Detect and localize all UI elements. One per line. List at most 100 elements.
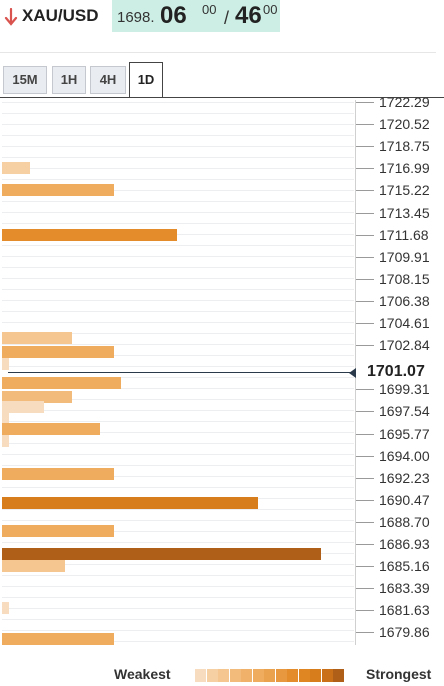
axis-tick-label: 1679.86 (379, 624, 430, 641)
grid-line (2, 300, 354, 301)
grid-line (2, 641, 354, 642)
grid-line (2, 619, 354, 620)
tab-15m[interactable]: 15M (3, 66, 47, 94)
grid-line (2, 168, 354, 169)
grid-line (2, 399, 354, 400)
axis-tick (356, 477, 374, 479)
axis-tick-label: 1699.31 (379, 381, 430, 398)
price-quote: 1698. 06 00 / 46 00 (112, 0, 280, 32)
grid-line (2, 410, 354, 411)
grid-line (2, 630, 354, 631)
axis-tick (356, 610, 374, 612)
grid-line (2, 278, 354, 279)
confluence-bar (2, 228, 177, 241)
grid-line (2, 190, 354, 191)
grid-line (2, 432, 354, 433)
grid-line (2, 465, 354, 466)
strength-legend: Weakest Strongest (0, 660, 444, 686)
legend-swatch (321, 669, 333, 682)
axis-tick (356, 566, 374, 568)
legend-swatch (264, 669, 275, 682)
legend-swatch (229, 669, 241, 682)
axis-tick-label: 1695.77 (379, 425, 430, 442)
axis-tick-label: 1706.38 (379, 292, 430, 309)
axis-tick (356, 234, 374, 236)
grid-line (2, 135, 354, 136)
axis-tick-label: 1702.84 (379, 337, 430, 354)
axis-tick (356, 323, 374, 324)
legend-swatch (195, 669, 206, 682)
legend-weakest-label: Weakest (114, 666, 171, 682)
confluence-bar (2, 497, 258, 510)
quote-separator: / (224, 8, 230, 28)
grid-line (2, 311, 354, 312)
grid-line (2, 212, 354, 213)
axis-tick (356, 455, 374, 457)
confluence-bar (2, 633, 114, 646)
axis-tick-label: 1709.91 (379, 248, 430, 265)
grid-line (2, 421, 354, 422)
tab-1h[interactable]: 1H (52, 66, 86, 94)
axis-tick (356, 300, 374, 302)
axis-tick-label: 1683.39 (379, 580, 430, 597)
legend-swatch (252, 669, 264, 682)
tab-4h[interactable]: 4H (90, 66, 126, 94)
axis-tick (356, 146, 374, 148)
grid-line (2, 322, 354, 323)
grid-line (2, 564, 354, 565)
confluence-bar (2, 390, 72, 403)
axis-tick (356, 212, 374, 214)
legend-swatch (218, 669, 229, 682)
axis-tick (356, 102, 374, 103)
instrument-header: XAU/USD 1698. 06 00 / 46 00 (0, 0, 444, 40)
grid-line (2, 201, 354, 202)
axis-tick (356, 190, 374, 192)
axis-tick (356, 389, 374, 391)
legend-swatch (241, 669, 252, 682)
axis-tick-label: 1688.70 (379, 513, 430, 530)
axis-tick-label: 1686.93 (379, 536, 430, 552)
grid-line (2, 344, 354, 345)
axis-tick-label: 1697.54 (379, 403, 430, 420)
grid-line (2, 509, 354, 510)
grid-line (2, 597, 354, 598)
axis-tick (356, 168, 374, 170)
legend-swatch (206, 669, 218, 682)
ask-fraction: 00 (263, 2, 278, 17)
tab-1d[interactable]: 1D (129, 62, 163, 98)
instrument-symbol: XAU/USD (22, 6, 99, 25)
axis-tick (356, 433, 374, 435)
axis-tick-label: 1694.00 (379, 447, 430, 464)
axis-tick (356, 632, 374, 634)
grid-line (2, 146, 354, 147)
grid-line (2, 520, 354, 521)
axis-tick-label: 1722.29 (379, 94, 430, 110)
grid-line (2, 223, 354, 224)
axis-tick (356, 521, 374, 523)
confluence-bar (2, 377, 121, 390)
confluence-chart: 1701.07 1722.29 1720.52 1718.75 1716.99 1715… (0, 94, 444, 648)
axis-tick (356, 278, 374, 280)
axis-tick (356, 256, 374, 258)
axis-tick-label: 1704.61 (379, 315, 430, 331)
confluence-bar (2, 345, 114, 358)
confluence-bar (2, 602, 9, 615)
grid-line (2, 157, 354, 158)
grid-line (2, 377, 354, 378)
axis-tick-label: 1692.23 (379, 469, 430, 486)
axis-tick-label: 1685.16 (379, 558, 430, 575)
grid-line (2, 355, 354, 356)
grid-line (2, 366, 354, 367)
grid-line (2, 575, 354, 576)
grid-line (2, 388, 354, 389)
grid-line (2, 289, 354, 290)
axis-tick (356, 124, 374, 126)
grid-line (2, 124, 354, 125)
confluence-bar (2, 524, 114, 537)
bid-pips: 06 (160, 2, 187, 29)
axis-tick-label: 1708.15 (379, 270, 430, 287)
legend-swatch (310, 669, 321, 682)
grid-line (2, 113, 354, 114)
grid-line (2, 443, 354, 444)
axis-tick-label: 1690.47 (379, 491, 430, 508)
